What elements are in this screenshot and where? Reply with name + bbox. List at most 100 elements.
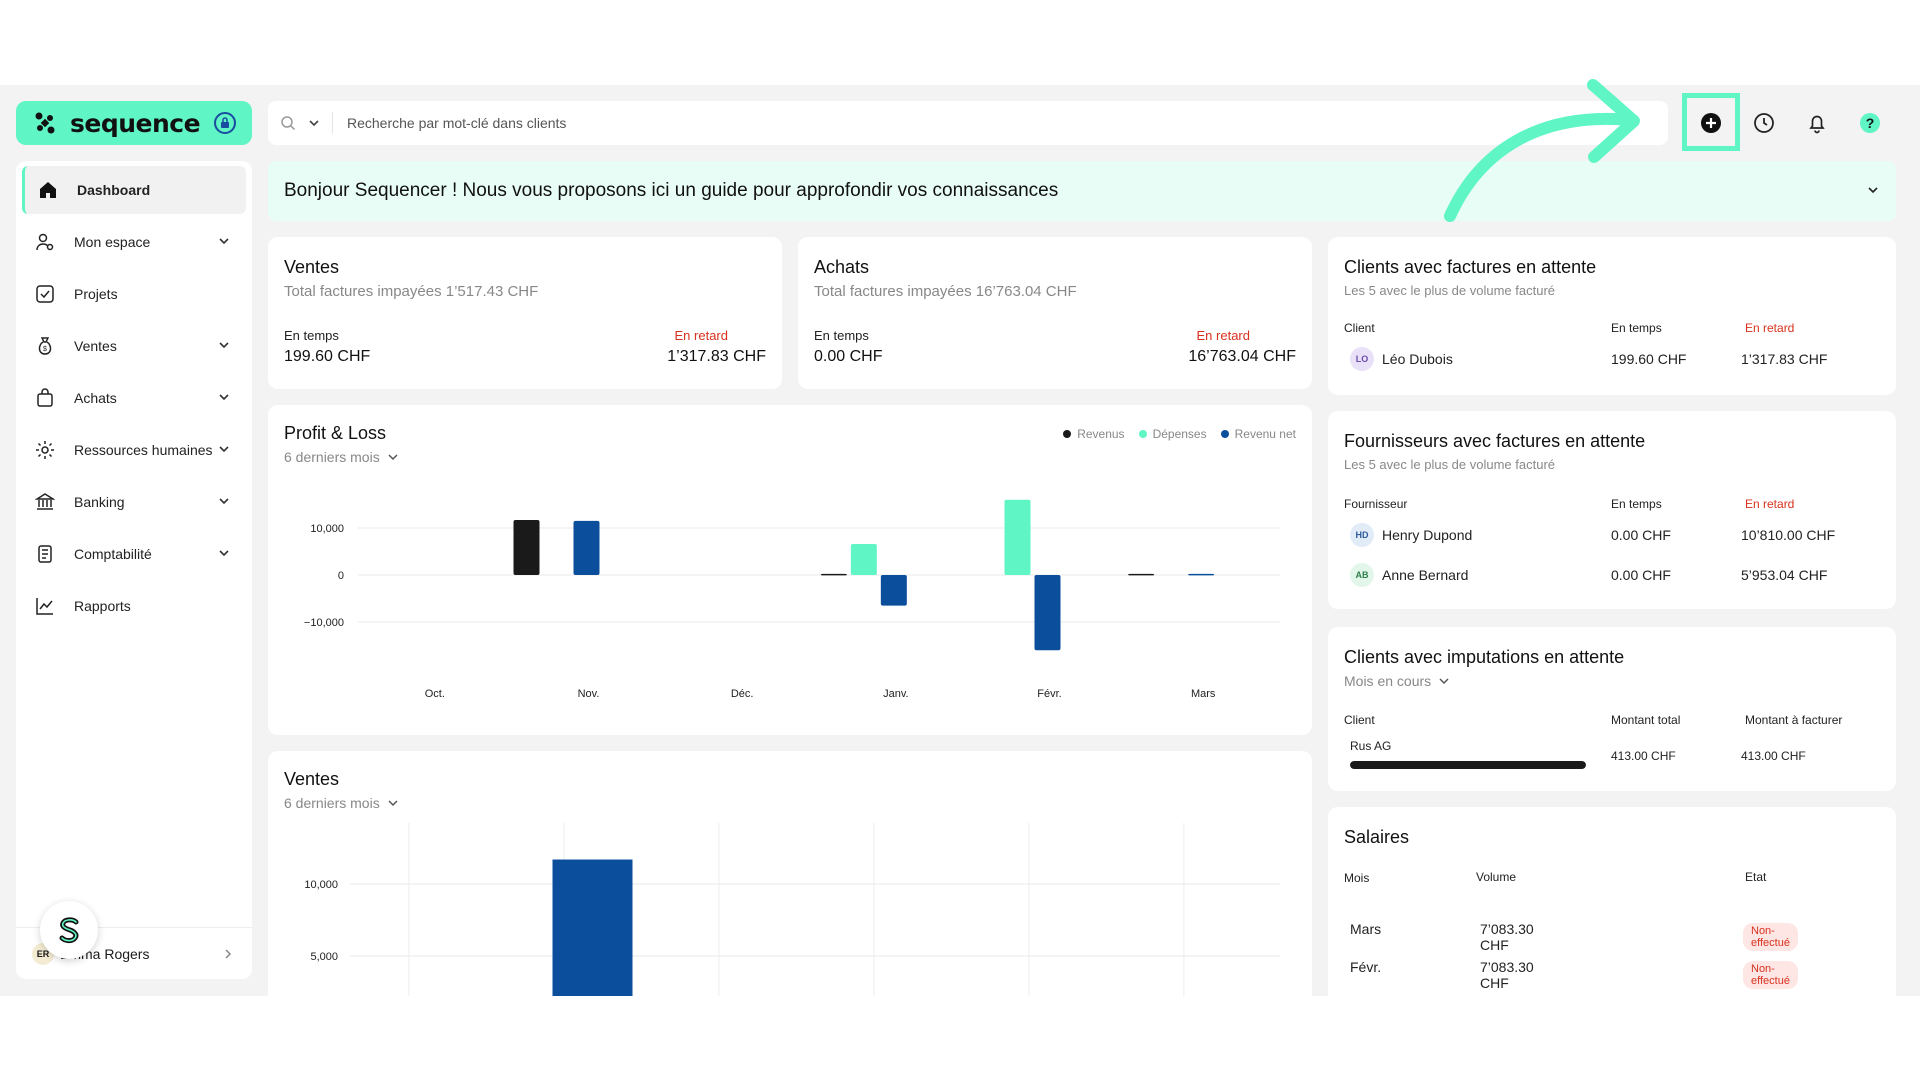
chevron-down-icon [219, 498, 229, 505]
y-tick-label: 5,000 [310, 951, 338, 963]
late-value: 1’317.83 CHF [667, 348, 766, 365]
avatar: HD [1350, 523, 1374, 547]
card-subtitle: Total factures impayées 16’763.04 CHF [814, 283, 1077, 300]
supplier-name[interactable]: Henry Dupond [1382, 527, 1473, 543]
gear-icon [34, 439, 56, 461]
sidebar-item-label: Banking [74, 494, 125, 510]
sidebar-item-label: Ventes [74, 338, 117, 354]
lock-icon[interactable] [214, 112, 236, 134]
sidebar-item-label: Achats [74, 390, 117, 406]
period-selector[interactable]: 6 derniers mois [284, 795, 400, 811]
guide-banner[interactable]: Bonjour Sequencer ! Nous vous proposons … [268, 161, 1896, 221]
card-title: Clients avec factures en attente [1344, 257, 1597, 277]
create-button[interactable] [1693, 105, 1729, 141]
search-bar[interactable] [268, 101, 1668, 145]
card-title: Salaires [1344, 827, 1410, 847]
legend-item-depenses[interactable]: Dépenses [1138, 427, 1207, 441]
period-label: 6 derniers mois [284, 449, 380, 465]
sidebar-item-label: Rapports [74, 598, 131, 614]
legend-item-revenus[interactable]: Revenus [1063, 427, 1125, 441]
bar-revenu-net [880, 575, 907, 606]
sidebar-item-ressources-humaines[interactable]: Ressources humaines [22, 426, 246, 474]
chart-line-icon [34, 595, 56, 617]
sidebar-item-mon-espace[interactable]: Mon espace [22, 218, 246, 266]
status-badge: Non-effectué [1743, 961, 1798, 989]
checkbox-icon [34, 283, 56, 305]
legend-label: Revenus [1077, 427, 1125, 441]
col-client: Client [1344, 713, 1375, 727]
sidebar-item-ventes[interactable]: $ Ventes [22, 322, 246, 370]
search-scope-chevron-down-icon[interactable] [308, 117, 320, 129]
on-time-value: 199.60 CHF [1611, 351, 1687, 367]
x-tick-label: Déc. [731, 688, 754, 700]
volume-value: 7’083.30 CHF [1480, 921, 1534, 953]
ventes-summary-card[interactable]: Ventes Total factures impayées 1’517.43 … [268, 237, 782, 389]
ventes-chart-card: Ventes 6 derniers mois 5,000 10,000 [268, 751, 1312, 996]
legend-dot [1063, 430, 1072, 438]
ventes-chart: 5,000 10,000 [304, 823, 1280, 996]
card-title: Achats [814, 257, 870, 277]
sidebar-item-dashboard[interactable]: Dashboard [22, 166, 246, 214]
chevron-down-icon [219, 446, 229, 453]
app-root: sequence ? Dashboard Mon espace Projets $ Ve… [0, 85, 1920, 996]
chevron-down-icon [388, 454, 398, 461]
chevron-down-icon [1439, 678, 1449, 685]
y-tick-label: 10,000 [310, 523, 344, 535]
period-label: Mois en cours [1344, 673, 1432, 689]
supplier-name[interactable]: Anne Bernard [1382, 567, 1469, 583]
bar-d-penses [1004, 499, 1031, 575]
legend-item-revenu-net[interactable]: Revenu net [1220, 427, 1296, 441]
month-value: Mars [1350, 921, 1382, 937]
sidebar: Dashboard Mon espace Projets $ Ventes Achats R… [16, 161, 252, 979]
col-on-time: En temps [1611, 321, 1662, 335]
period-selector[interactable]: 6 derniers mois [284, 449, 400, 465]
avatar: AB [1350, 563, 1374, 587]
sidebar-item-projets[interactable]: Projets [22, 270, 246, 318]
bar-ventes [552, 859, 633, 996]
client-name[interactable]: Rus AG [1350, 739, 1392, 753]
logo-text: sequence [70, 108, 201, 138]
sidebar-item-achats[interactable]: Achats [22, 374, 246, 422]
y-tick-label: −10,000 [304, 617, 344, 629]
sidebar-item-comptabilite[interactable]: Comptabilité [22, 530, 246, 578]
period-selector[interactable]: Mois en cours [1344, 673, 1451, 689]
sidebar-item-banking[interactable]: Banking [22, 478, 246, 526]
client-name[interactable]: Léo Dubois [1382, 351, 1453, 367]
help-button[interactable]: ? [1852, 105, 1888, 141]
salaires-card: Salaires Mois Volume Etat Mars 7’083.30 C… [1328, 807, 1896, 996]
home-icon [37, 179, 59, 201]
sidebar-item-rapports[interactable]: Rapports [22, 582, 246, 630]
banner-text: Bonjour Sequencer ! Nous vous proposons … [284, 180, 1059, 201]
search-input[interactable] [347, 115, 1247, 131]
card-title: Clients avec imputations en attente [1344, 647, 1625, 667]
to-bill-value: 413.00 CHF [1741, 749, 1806, 763]
sidebar-item-label: Dashboard [77, 182, 151, 198]
legend-dot [1220, 430, 1229, 438]
user-gear-icon [34, 231, 56, 253]
col-state: Etat [1745, 870, 1767, 884]
plus-circle-icon [1701, 113, 1721, 133]
history-button[interactable] [1746, 105, 1782, 141]
late-label: En retard [674, 328, 728, 343]
shopping-bag-icon [34, 387, 56, 409]
late-value: 16’763.04 CHF [1188, 348, 1296, 365]
late-value: 10’810.00 CHF [1741, 527, 1836, 543]
profit-loss-card: Profit & Loss 6 derniers mois Revenus Dé… [268, 405, 1312, 735]
card-title: Ventes [284, 769, 340, 789]
sidebar-item-label: Projets [74, 286, 118, 302]
assistant-fab[interactable] [40, 901, 98, 959]
x-tick-label: Mars [1191, 688, 1216, 700]
col-month: Mois [1344, 871, 1370, 885]
profit-loss-chart: −10,000 0 10,000 Oct. Nov. Déc. Janv. Févr. Mars [304, 499, 1280, 700]
bar-revenus [1128, 573, 1155, 576]
ledger-icon [34, 543, 56, 565]
card-title: Ventes [284, 257, 340, 277]
month-value: Févr. [1350, 959, 1382, 975]
logo[interactable]: sequence [16, 101, 252, 145]
notifications-button[interactable] [1799, 105, 1835, 141]
x-tick-label: Nov. [578, 688, 600, 700]
chevron-down-icon[interactable] [1866, 183, 1880, 197]
legend-label: Revenu net [1234, 427, 1296, 441]
achats-summary-card[interactable]: Achats Total factures impayées 16’763.04… [798, 237, 1312, 389]
imputations-card: Clients avec imputations en attente Mois… [1328, 627, 1896, 791]
